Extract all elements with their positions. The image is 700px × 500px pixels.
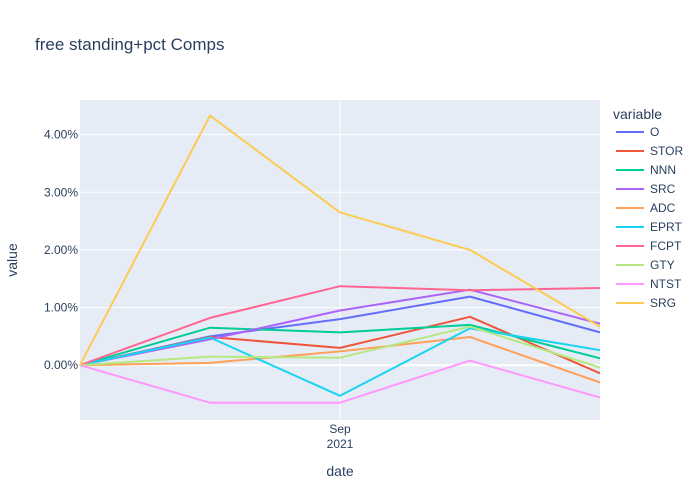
legend-label-src[interactable]: SRC [650, 182, 676, 196]
y-tick-label: 2.00% [44, 243, 78, 257]
y-tick-label: 3.00% [44, 185, 78, 199]
legend-label-gty[interactable]: GTY [650, 258, 675, 272]
x-tick-label-month: Sep [329, 422, 351, 436]
series-line-ntst [79, 359, 601, 404]
legend-label-stor[interactable]: STOR [650, 144, 683, 158]
gridlines [80, 100, 600, 420]
series-line-srg [79, 114, 601, 366]
series-line-src [79, 288, 601, 367]
chart-title: free standing+pct Comps [35, 35, 224, 54]
y-tick-label: 4.00% [44, 128, 78, 142]
legend: variable O STOR NNN SRC ADC EPRT FCPT GTY NTST SR… [613, 106, 683, 310]
series-line-eprt [79, 327, 601, 397]
legend-label-nnn[interactable]: NNN [650, 163, 676, 177]
x-axis-title: date [326, 463, 353, 479]
legend-label-srg[interactable]: SRG [650, 296, 676, 310]
legend-title: variable [613, 106, 662, 122]
series-line-gty [79, 325, 601, 369]
legend-label-eprt[interactable]: EPRT [650, 220, 682, 234]
y-tick-labels: 0.00% 1.00% 2.00% 3.00% 4.00% [44, 128, 78, 373]
legend-label-o[interactable]: O [650, 125, 659, 139]
y-tick-label: 1.00% [44, 301, 78, 315]
x-tick-labels: Sep 2021 [327, 422, 354, 451]
x-tick-label-year: 2021 [327, 437, 354, 451]
legend-label-adc[interactable]: ADC [650, 201, 676, 215]
series-lines [79, 114, 601, 404]
series-line-adc [79, 336, 601, 384]
y-tick-label: 0.00% [44, 358, 78, 372]
series-line-fcpt [79, 285, 601, 367]
legend-label-ntst[interactable]: NTST [650, 277, 682, 291]
legend-label-fcpt[interactable]: FCPT [650, 239, 682, 253]
y-axis-title: value [4, 243, 20, 277]
